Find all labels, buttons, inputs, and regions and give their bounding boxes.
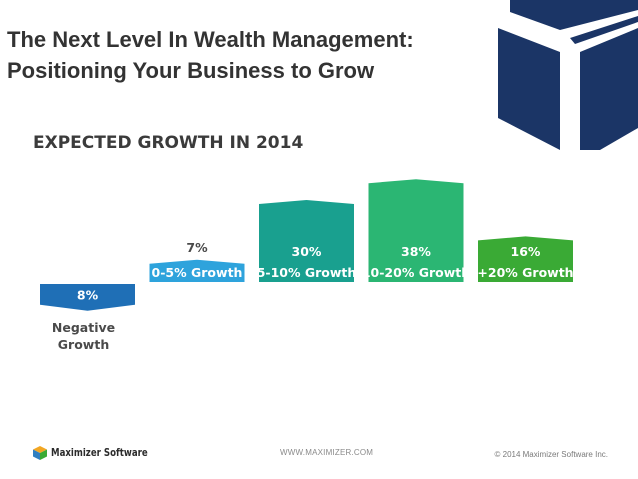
bar-2 (149, 259, 245, 282)
value-label-3: 30% (292, 244, 322, 259)
bar-5 (478, 236, 573, 282)
logo-cube-faces (498, 0, 638, 150)
bar-4 (368, 179, 464, 282)
category-label-2: 0-5% Growth (152, 265, 243, 280)
category-label-1-line-1: Negative (52, 320, 115, 335)
brand-name: Maximizer Software (51, 447, 148, 459)
category-label-5: +20% Growth (477, 265, 573, 280)
brand-logo: Maximizer Software (32, 445, 169, 461)
bar-1 (40, 284, 135, 311)
logo-face-right (580, 28, 638, 150)
logo-face-left (498, 28, 560, 150)
footer-url: WWW.MAXIMIZER.COM (280, 448, 374, 457)
chart-title: EXPECTED GROWTH IN 2014 (33, 133, 303, 153)
value-label-4: 38% (401, 244, 431, 259)
value-label-2: 7% (186, 240, 208, 255)
category-label-1-line-2: Growth (58, 337, 109, 352)
footer-copyright: © 2014 Maximizer Software Inc. (494, 450, 609, 459)
cube-icon (33, 446, 47, 460)
hexagon-cube-logo (498, 0, 638, 150)
logo-face-upper (570, 16, 638, 44)
bar-3 (259, 200, 354, 282)
slide-title: The Next Level In Wealth Management: Pos… (7, 24, 414, 86)
category-label-4: 10-20% Growth (362, 265, 470, 280)
logo-face-top (510, 0, 638, 30)
category-label-3: 5-10% Growth (257, 265, 357, 280)
value-label-1: 8% (77, 287, 99, 302)
slide-title-line-2: Positioning Your Business to Grow (7, 58, 375, 83)
bars-group: 8% Negative Growth 7% 0-5% Growth 30% 5-10% Gr… (40, 179, 574, 352)
value-label-5: 16% (511, 244, 541, 259)
slide-title-line-1: The Next Level In Wealth Management: (7, 27, 414, 52)
